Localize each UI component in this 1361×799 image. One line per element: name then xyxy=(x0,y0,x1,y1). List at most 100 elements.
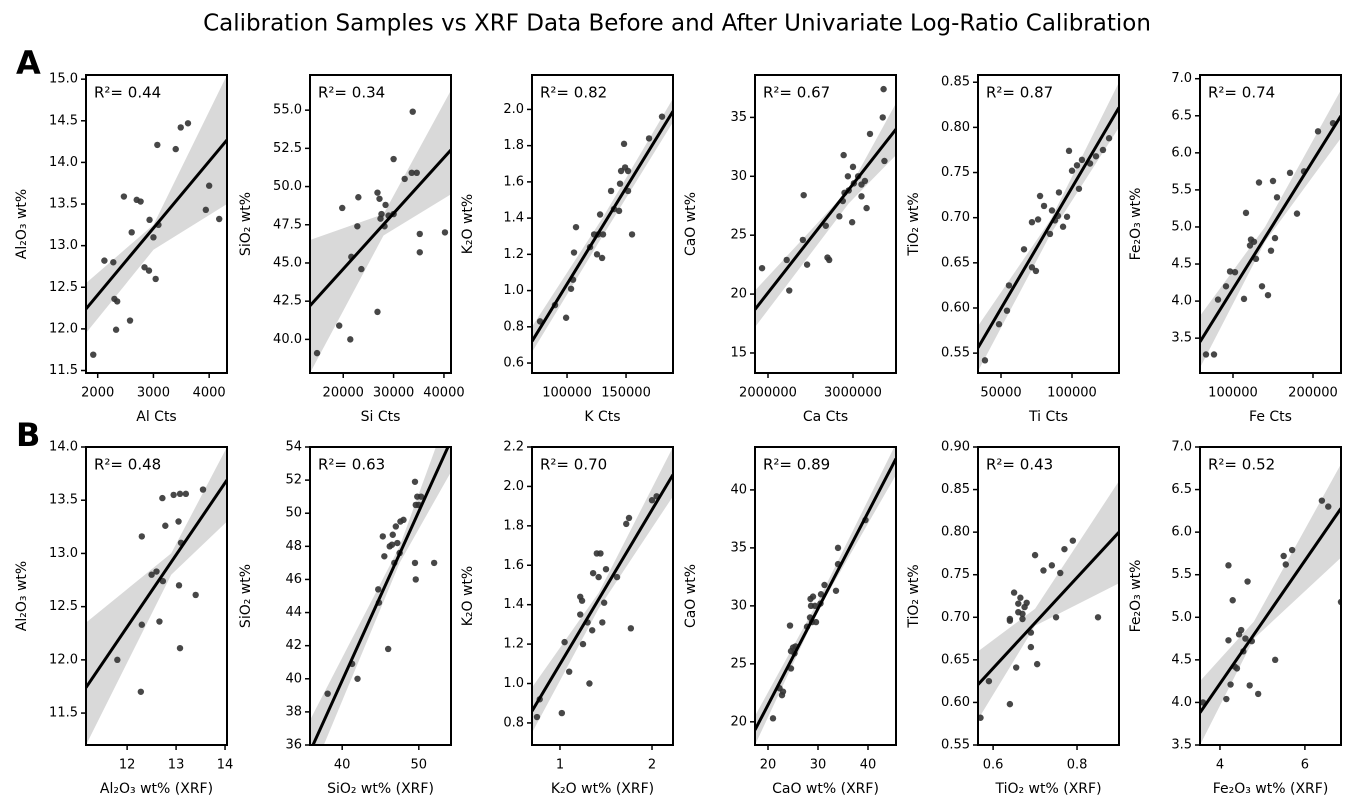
x-axis-label: Ti Cts xyxy=(1028,409,1068,425)
data-point xyxy=(1240,295,1248,303)
y-tick-label: 4.5 xyxy=(1171,652,1192,667)
data-point xyxy=(620,140,628,148)
data-point xyxy=(1052,614,1060,621)
x-tick-label: 40 xyxy=(860,758,877,773)
y-axis-label: CaO wt% xyxy=(683,192,699,256)
data-point xyxy=(593,251,601,258)
data-point xyxy=(1065,147,1073,155)
panel: 0.55 0.60 0.65 0.70 0.75 0.80 0.85 50000 100000 T… xyxy=(906,74,1120,425)
data-point xyxy=(128,229,135,236)
y-tick-label: 1.0 xyxy=(503,283,524,298)
data-point xyxy=(411,478,419,485)
data-point xyxy=(1280,552,1287,560)
y-tick-label: 40 xyxy=(730,482,747,497)
y-tick-label: 54 xyxy=(285,440,302,455)
data-point xyxy=(817,591,825,598)
axes-frame xyxy=(531,74,674,374)
data-point xyxy=(1031,551,1039,559)
y-axis-label: SiO₂ wt% xyxy=(238,192,254,256)
plot-area xyxy=(1200,89,1341,368)
data-point xyxy=(1267,247,1275,254)
y-tick-label: 3.5 xyxy=(1171,331,1192,346)
y-tick-label: 13.5 xyxy=(49,197,78,212)
data-point xyxy=(1028,218,1036,226)
data-point xyxy=(336,322,343,329)
y-tick-label: 45.0 xyxy=(273,255,302,270)
y-tick-label: 48 xyxy=(285,539,302,554)
data-point xyxy=(866,130,874,138)
data-point xyxy=(153,568,160,575)
data-point xyxy=(1242,209,1250,217)
x-tick-label: 40000 xyxy=(423,386,464,401)
data-point xyxy=(146,216,153,224)
data-point xyxy=(409,108,416,115)
data-point xyxy=(1325,503,1332,510)
y-tick-label: 6.5 xyxy=(1171,108,1192,123)
y-tick-label: 0.65 xyxy=(941,255,970,270)
y-tick-label: 13.5 xyxy=(49,493,78,508)
data-point xyxy=(1012,664,1020,671)
axes-frame xyxy=(85,74,228,374)
plot-area xyxy=(978,82,1119,372)
data-point xyxy=(114,298,121,305)
y-tick-label: 0.65 xyxy=(941,652,970,667)
axes-frame xyxy=(309,446,452,746)
x-tick-label: 100000 xyxy=(1047,386,1097,401)
data-point xyxy=(205,182,213,189)
y-tick-label: 42 xyxy=(285,638,302,653)
y-tick-label: 0.80 xyxy=(941,525,970,540)
confidence-band xyxy=(1200,464,1341,745)
y-tick-label: 4.0 xyxy=(1171,294,1192,309)
data-point xyxy=(411,559,419,567)
confidence-band xyxy=(532,447,673,733)
data-point xyxy=(141,264,148,271)
y-tick-label: 35 xyxy=(730,110,747,125)
y-tick-label: 40 xyxy=(285,671,302,686)
x-tick-label: 2000 xyxy=(81,386,114,401)
data-point xyxy=(1006,700,1014,708)
data-point xyxy=(613,573,621,581)
data-point xyxy=(769,715,777,722)
y-tick-label: 1.8 xyxy=(503,138,524,153)
data-point xyxy=(215,215,223,223)
data-point xyxy=(354,223,361,230)
data-point xyxy=(588,627,596,634)
y-tick-label: 47.5 xyxy=(273,217,302,232)
data-point xyxy=(430,559,438,567)
annotation: R²= 0.52 xyxy=(1208,456,1275,474)
data-point xyxy=(978,714,984,721)
axes-frame xyxy=(977,446,1120,746)
y-tick-label: 12.0 xyxy=(49,321,78,336)
confidence-band xyxy=(86,75,227,334)
data-point xyxy=(803,261,811,268)
y-tick-label: 5.0 xyxy=(1171,610,1192,625)
data-point xyxy=(137,198,144,205)
x-tick-label: 100000 xyxy=(542,386,592,401)
data-point xyxy=(150,234,157,241)
data-point xyxy=(413,169,420,177)
panel: 0.6 0.8 1.0 1.2 1.4 1.6 1.8 2.0 100000 150000 K Ct… xyxy=(460,74,674,425)
data-point xyxy=(172,145,179,153)
data-point xyxy=(624,167,632,175)
data-point xyxy=(565,668,573,675)
x-tick-label: 200000 xyxy=(1288,386,1338,401)
data-point xyxy=(1258,283,1266,290)
data-point xyxy=(1254,690,1262,698)
x-axis-label: SiO₂ wt% (XRF) xyxy=(327,781,434,797)
data-point xyxy=(1069,537,1077,544)
data-point xyxy=(182,490,190,498)
data-point xyxy=(148,571,155,578)
plot-area xyxy=(532,447,673,733)
y-tick-label: 0.70 xyxy=(941,610,970,625)
data-point xyxy=(1092,153,1100,160)
y-axis-label: Al₂O₃ wt% xyxy=(14,561,30,631)
panel: 0.55 0.60 0.65 0.70 0.75 0.80 0.85 0.90 0.6 0.8 Ti… xyxy=(906,440,1120,797)
y-tick-label: 50 xyxy=(285,506,302,521)
x-tick-label: 12 xyxy=(119,758,136,773)
data-point xyxy=(156,618,163,625)
y-tick-label: 46 xyxy=(285,572,302,587)
annotation: R²= 0.87 xyxy=(986,84,1053,102)
data-point xyxy=(825,256,833,264)
panel: 0.8 1.0 1.2 1.4 1.6 1.8 2.0 2.2 1 2 K₂O wt% (XRF) K… xyxy=(460,440,674,797)
y-axis-label: K₂O wt% xyxy=(460,194,476,255)
